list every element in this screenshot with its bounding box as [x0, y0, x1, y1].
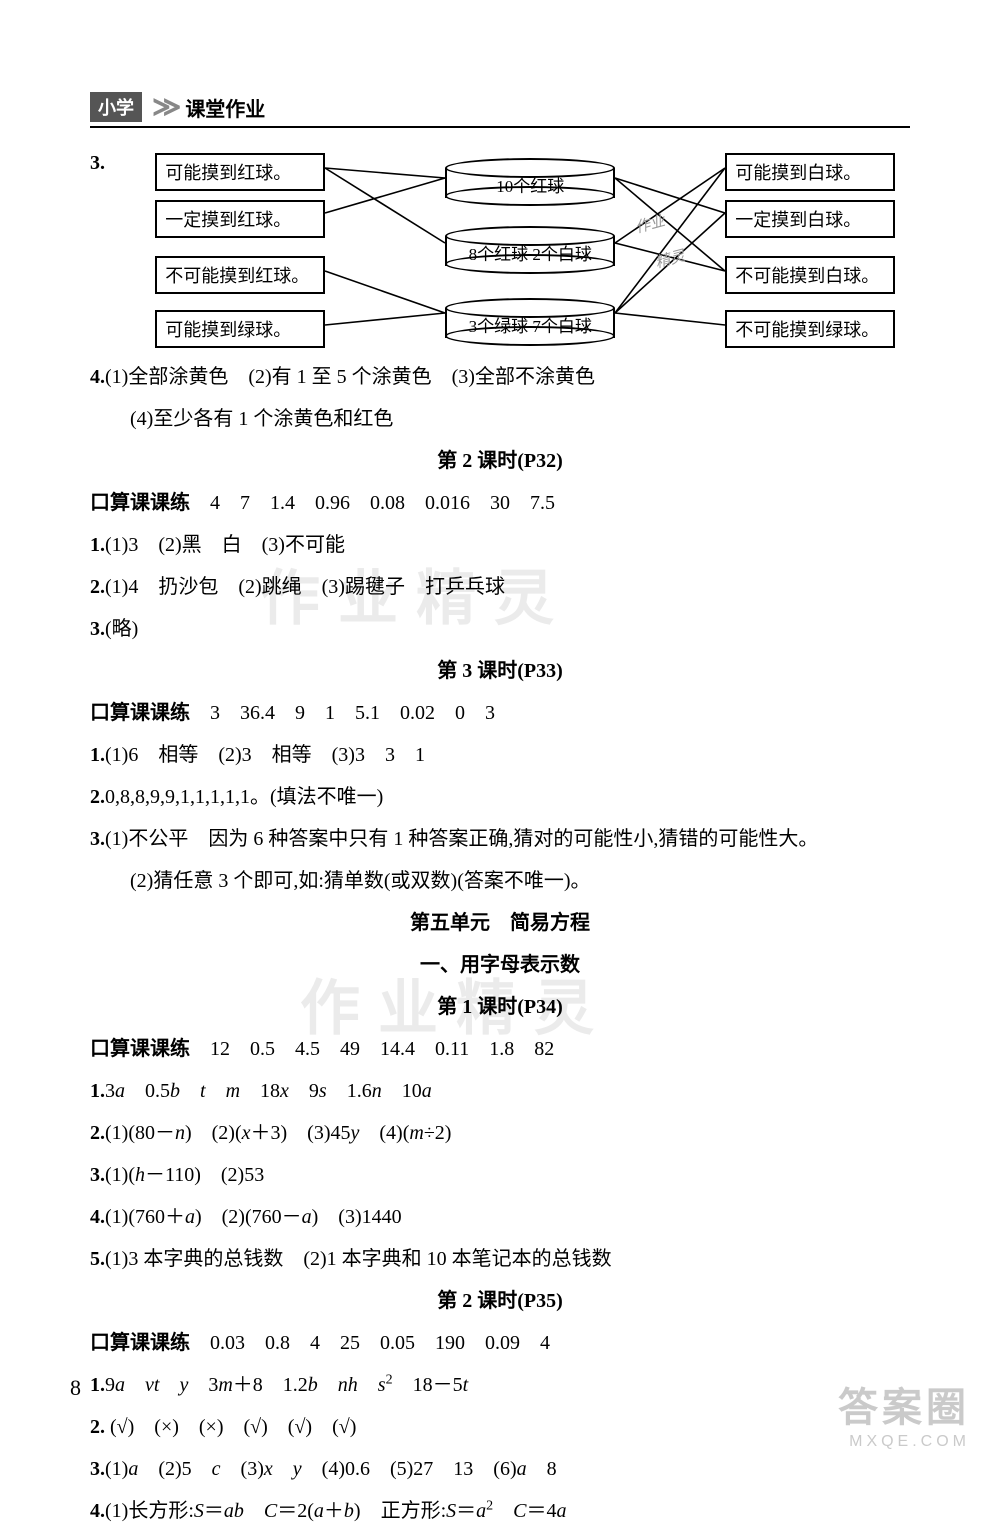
text-line: 2.(1)(80－n) (2)(x＋3) (3)45y (4)(m÷2)	[90, 1112, 910, 1154]
text-line: 5.(1)3 本字典的总钱数 (2)1 本字典和 10 本笔记本的总钱数	[90, 1238, 910, 1280]
q3-label: 3.	[90, 148, 115, 175]
diagram-cylinder: 8个红球 2个白球	[445, 226, 615, 270]
text-line: 第五单元 简易方程	[90, 902, 910, 944]
text-line: 2.0,8,8,9,9,1,1,1,1,1。(填法不唯一)	[90, 776, 910, 818]
diagram-cylinder: 3个绿球 7个白球	[445, 298, 615, 342]
text-line: (4)至少各有 1 个涂黄色和红色	[90, 398, 910, 440]
text-line: 1.(1)3 (2)黑 白 (3)不可能	[90, 524, 910, 566]
diagram-cylinder: 10个红球	[445, 158, 615, 202]
text-line: 口算课课练 0.03 0.8 4 25 0.05 190 0.09 4	[90, 1322, 910, 1364]
document-body: 4.(1)全部涂黄色 (2)有 1 至 5 个涂黄色 (3)全部不涂黄色(4)至…	[90, 356, 910, 1532]
text-line: 4.(1)(760＋a) (2)(760－a) (3)1440	[90, 1196, 910, 1238]
watermark-small: MXQE.COM	[838, 1433, 970, 1451]
text-line: 2.(1)4 扔沙包 (2)跳绳 (3)踢毽子 打乒乓球	[90, 566, 910, 608]
diagram-left-box: 不可能摸到红球。	[155, 256, 325, 294]
diagram-right-box: 不可能摸到绿球。	[725, 310, 895, 348]
text-line: 1.9a vt y 3m＋8 1.2b nh s2 18－5t	[90, 1364, 910, 1406]
stamp-icon: 作业	[633, 209, 667, 237]
text-line: 3.(1)(h－110) (2)53	[90, 1154, 910, 1196]
stamp-icon: 精灵	[653, 244, 687, 272]
text-line: 第 2 课时(P32)	[90, 440, 910, 482]
chevron-icon: ≫	[152, 90, 175, 124]
text-line: 3.(1)不公平 因为 6 种答案中只有 1 种答案正确,猜对的可能性小,猜错的…	[90, 818, 910, 860]
text-line: 口算课课练 3 36.4 9 1 5.1 0.02 0 3	[90, 692, 910, 734]
watermark-bottom-right: 答案圈 MXQE.COM	[838, 1375, 970, 1451]
matching-diagram: 可能摸到红球。一定摸到红球。不可能摸到红球。可能摸到绿球。 可能摸到白球。一定摸到…	[115, 148, 910, 348]
text-line: 第 3 课时(P33)	[90, 650, 910, 692]
text-line: 2. (√) (×) (×) (√) (√) (√)	[90, 1406, 910, 1448]
page-header: 小学 ≫ 课堂作业	[90, 90, 910, 128]
text-line: 第 2 课时(P35)	[90, 1280, 910, 1322]
text-line: 3.(1)a (2)5 c (3)x y (4)0.6 (5)27 13 (6)…	[90, 1448, 910, 1490]
text-line: 3.(略)	[90, 608, 910, 650]
text-line: 1.3a 0.5b t m 18x 9s 1.6n 10a	[90, 1070, 910, 1112]
text-line: (2)猜任意 3 个即可,如:猜单数(或双数)(答案不唯一)。	[90, 860, 910, 902]
text-line: 一、用字母表示数	[90, 944, 910, 986]
diagram-right-box: 可能摸到白球。	[725, 153, 895, 191]
diagram-right-box: 不可能摸到白球。	[725, 256, 895, 294]
text-line: 4.(1)长方形:S＝ab C＝2(a＋b) 正方形:S＝a2 C＝4a	[90, 1490, 910, 1532]
header-badge: 小学	[90, 92, 142, 122]
text-line: 口算课课练 4 7 1.4 0.96 0.08 0.016 30 7.5	[90, 482, 910, 524]
text-line: 口算课课练 12 0.5 4.5 49 14.4 0.11 1.8 82	[90, 1028, 910, 1070]
text-line: 4.(1)全部涂黄色 (2)有 1 至 5 个涂黄色 (3)全部不涂黄色	[90, 356, 910, 398]
text-line: 1.(1)6 相等 (2)3 相等 (3)3 3 1	[90, 734, 910, 776]
diagram-right-box: 一定摸到白球。	[725, 200, 895, 238]
header-title: 课堂作业	[185, 93, 265, 122]
diagram-left-box: 一定摸到红球。	[155, 200, 325, 238]
diagram-left-box: 可能摸到绿球。	[155, 310, 325, 348]
diagram-left-box: 可能摸到红球。	[155, 153, 325, 191]
watermark-big: 答案圈	[838, 1375, 970, 1433]
text-line: 第 1 课时(P34)	[90, 986, 910, 1028]
page-number: 8	[70, 1375, 81, 1401]
